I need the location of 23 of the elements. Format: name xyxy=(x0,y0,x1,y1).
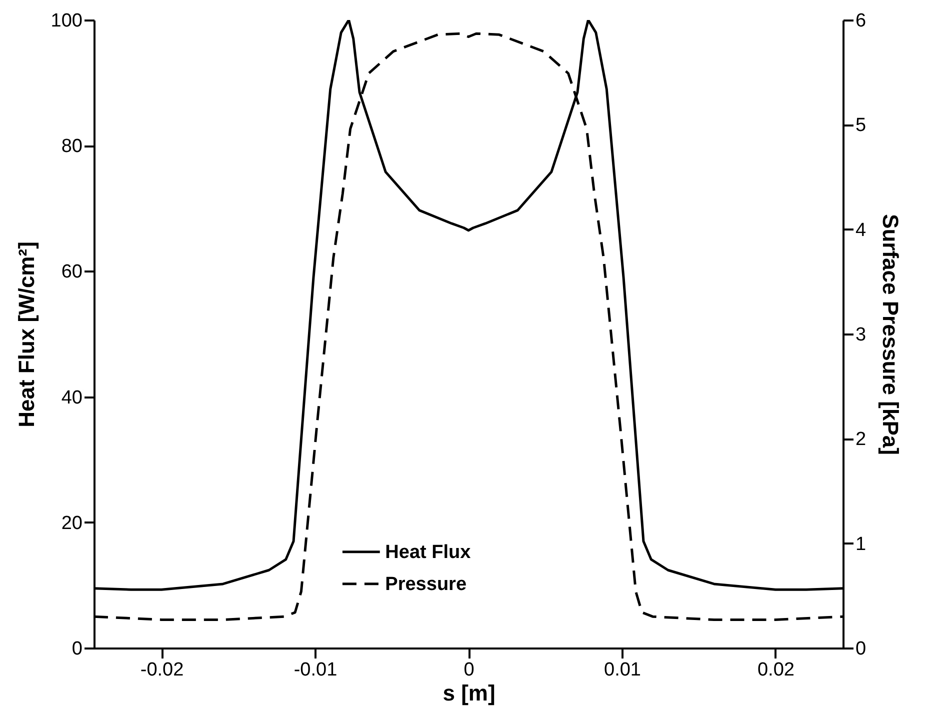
y-axis-title: Heat Flux [W/cm²] xyxy=(14,242,39,428)
x-tick-label: -0.02 xyxy=(140,660,184,680)
y2-axis-title: Surface Pressure [kPa] xyxy=(878,214,904,455)
y2-tick-label: 1 xyxy=(856,534,866,555)
y2-tick-label: 3 xyxy=(856,324,866,346)
legend-label: Heat Flux xyxy=(385,542,472,563)
y2-tick-label: 5 xyxy=(856,115,866,136)
legend-label: Pressure xyxy=(385,574,467,595)
x-tick-label: -0.01 xyxy=(294,660,338,680)
y2-tick-label: 6 xyxy=(856,10,866,32)
y-tick-label: 40 xyxy=(61,387,82,408)
y2-tick-label: 4 xyxy=(856,220,866,241)
y-tick-label: 100 xyxy=(50,10,82,32)
x-tick-label: 0 xyxy=(464,660,474,680)
y2-tick-label: 2 xyxy=(856,429,866,450)
y-tick-label: 0 xyxy=(72,638,82,660)
x-axis-title: s [m] xyxy=(442,680,496,706)
y-tick-label: 60 xyxy=(61,262,82,283)
x-tick-label: 0.02 xyxy=(757,660,794,680)
y2-tick-label: 0 xyxy=(856,638,866,660)
x-tick-label: 0.01 xyxy=(604,660,641,680)
y-tick-label: 80 xyxy=(61,136,82,158)
y-tick-label: 20 xyxy=(61,512,82,534)
